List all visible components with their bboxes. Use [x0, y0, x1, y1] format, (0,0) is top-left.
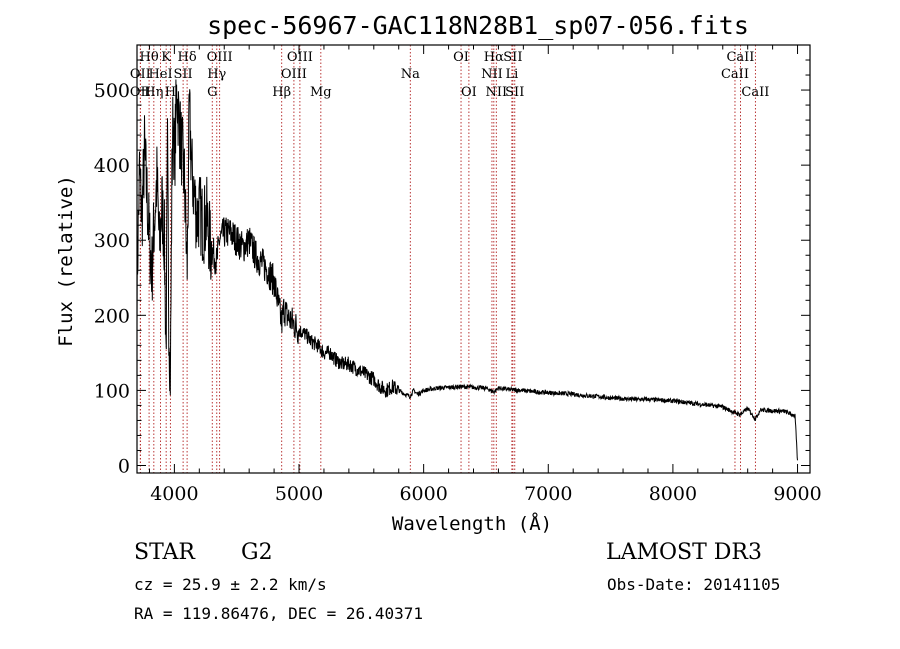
line-marker-label: H — [165, 85, 176, 100]
x-tick-label: 5000 — [275, 483, 323, 505]
line-marker-label: Hθ — [140, 50, 159, 65]
line-marker-label: OIII — [281, 67, 307, 82]
line-marker-label: OIII — [207, 50, 233, 65]
y-tick-label: 100 — [94, 380, 130, 402]
line-marker-label: Hβ — [272, 85, 291, 100]
line-marker-label: Mg — [310, 85, 332, 100]
line-marker-label: OII — [130, 67, 151, 82]
coordinates: RA = 119.86476, DEC = 26.40371 — [134, 604, 423, 623]
x-tick-label: 6000 — [399, 483, 447, 505]
y-axis-label: Flux (relative) — [55, 175, 77, 347]
line-marker-label: OI — [453, 50, 469, 65]
y-tick-label: 200 — [94, 305, 130, 327]
y-tick-label: 500 — [94, 80, 130, 102]
y-tick-label: 0 — [118, 455, 130, 477]
line-marker-label: NII — [481, 67, 503, 82]
line-marker-label: SII — [503, 50, 522, 65]
line-marker-label: G — [207, 85, 217, 100]
axis-ticks: 4000 5000 6000 7000 8000 9000 0 100 200 300 400 500 — [94, 44, 822, 505]
line-marker-label: CaII — [721, 67, 749, 82]
x-tick-label: 9000 — [773, 483, 821, 505]
line-marker-label: Hη — [144, 85, 163, 100]
line-marker-label: Hγ — [207, 67, 226, 82]
x-axis-label: Wavelength (Å) — [392, 512, 552, 535]
spectral-subclass: G2 — [241, 540, 273, 565]
x-tick-label: 8000 — [649, 483, 697, 505]
line-marker-label: OI — [461, 85, 477, 100]
survey-name: LAMOST DR3 — [606, 540, 762, 565]
redshift-value: cz = 25.9 ± 2.2 km/s — [134, 575, 327, 594]
axes — [136, 44, 811, 474]
y-tick-label: 300 — [94, 230, 130, 252]
plot-frame — [136, 44, 811, 474]
line-marker-label: Hα — [484, 50, 504, 65]
line-marker-label: NII — [485, 85, 507, 100]
series-layer — [136, 79, 798, 461]
spectrum-line — [136, 79, 798, 461]
y-tick-label: 400 — [94, 155, 130, 177]
line-marker-label: HeI — [148, 67, 172, 82]
line-marker-label: SII — [505, 85, 524, 100]
line-marker-label: K — [161, 50, 171, 65]
line-marker-label: CaII — [741, 85, 769, 100]
line-marker-label: Na — [401, 67, 420, 82]
line-marker-label: Hδ — [178, 50, 197, 65]
object-type: STAR — [134, 540, 196, 565]
line-marker-label: Li — [505, 67, 518, 82]
chart-title: spec-56967-GAC118N28B1_sp07-056.fits — [207, 11, 749, 40]
line-marker-label: CaII — [726, 50, 754, 65]
observation-date: Obs-Date: 20141105 — [607, 575, 780, 594]
line-marker-label: OII — [130, 85, 151, 100]
x-tick-label: 7000 — [524, 483, 572, 505]
line-markers — [139, 45, 756, 473]
line-marker-label: OIII — [287, 50, 313, 65]
x-tick-label: 4000 — [150, 483, 198, 505]
line-marker-label: SII — [174, 67, 193, 82]
